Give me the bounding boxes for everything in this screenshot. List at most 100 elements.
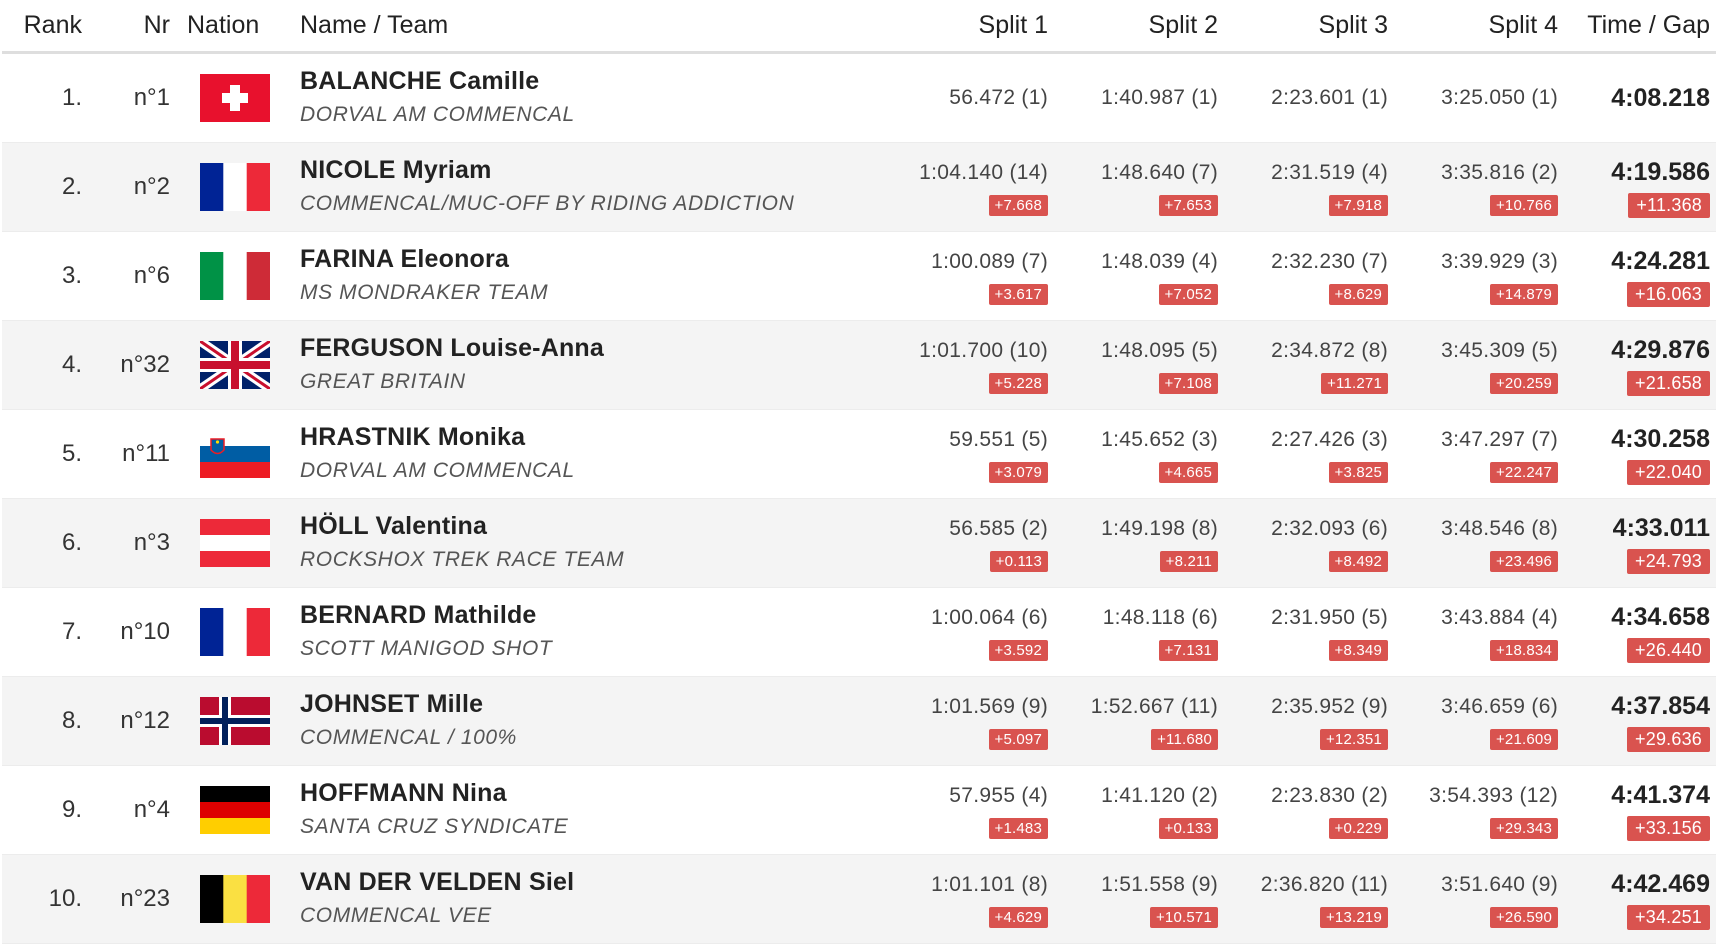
header-split2[interactable]: Split 2 — [1148, 11, 1218, 39]
table-row[interactable]: 4. n°32 FERGUSON Louise-Anna GREAT BRITAI… — [2, 321, 1716, 410]
team-name: ROCKSHOX TREK RACE TEAM — [300, 548, 625, 571]
table-body: 1. n°1 BALANCHE Camille DORVAL AM COMMENC… — [2, 54, 1716, 944]
split2-cell: 1:45.652 (3) +4.665 — [1048, 426, 1218, 483]
bib-number-cell: n°12 — [120, 707, 170, 734]
final-time: 4:19.586 — [1611, 157, 1710, 186]
split3-cell: 2:34.872 (8) +11.271 — [1218, 337, 1388, 394]
split-time: 1:01.569 (9) — [931, 694, 1048, 718]
final-gap-badge: +29.636 — [1627, 726, 1710, 752]
name-team-cell: HRASTNIK Monika DORVAL AM COMMENCAL — [300, 422, 878, 486]
split-gap-badge: +0.113 — [989, 550, 1048, 572]
split-time: 2:31.950 (5) — [1271, 605, 1388, 629]
header-rank[interactable]: Rank — [23, 11, 82, 39]
team-name: COMMENCAL VEE — [300, 904, 492, 927]
bib-number-cell: n°3 — [133, 529, 170, 556]
table-row[interactable]: 1. n°1 BALANCHE Camille DORVAL AM COMMENC… — [2, 54, 1716, 143]
split-time: 56.472 (1) — [949, 86, 1048, 109]
split2-cell: 1:41.120 (2) +0.133 — [1048, 782, 1218, 839]
header-split3[interactable]: Split 3 — [1318, 11, 1388, 39]
rider-name[interactable]: VAN DER VELDEN Siel — [300, 868, 575, 896]
name-team-cell: FERGUSON Louise-Anna GREAT BRITAIN — [300, 333, 878, 397]
rider-name[interactable]: BALANCHE Camille — [300, 67, 540, 95]
header-nr[interactable]: Nr — [143, 11, 170, 39]
split-gap-badge: +3.825 — [1328, 461, 1388, 483]
split-gap-badge: +21.609 — [1489, 728, 1558, 750]
split-time: 1:48.039 (4) — [1101, 249, 1218, 273]
split-time: 2:32.093 (6) — [1271, 516, 1388, 540]
france-flag-icon — [200, 163, 270, 211]
name-team-cell: BALANCHE Camille DORVAL AM COMMENCAL — [300, 66, 878, 130]
table-row[interactable]: 2. n°2 NICOLE Myriam COMMENCAL/MUC-OFF BY… — [2, 143, 1716, 232]
team-name: COMMENCAL / 100% — [300, 726, 517, 749]
header-nation[interactable]: Nation — [187, 11, 260, 39]
split-time: 3:45.309 (5) — [1441, 338, 1558, 362]
final-gap-badge: +24.793 — [1627, 548, 1710, 574]
time-gap-cell: 4:08.218 — [1558, 83, 1716, 113]
nation-cell — [170, 519, 300, 567]
split-time: 3:54.393 (12) — [1429, 783, 1558, 807]
split-gap-badge: +3.079 — [988, 461, 1048, 483]
name-team-cell: HÖLL Valentina ROCKSHOX TREK RACE TEAM — [300, 511, 878, 575]
table-row[interactable]: 6. n°3 HÖLL Valentina ROCKSHOX TREK RACE … — [2, 499, 1716, 588]
split-gap-badge: +5.097 — [988, 728, 1048, 750]
table-row[interactable]: 7. n°10 BERNARD Mathilde SCOTT MANIGOD SH… — [2, 588, 1716, 677]
split2-cell: 1:49.198 (8) +8.211 — [1048, 515, 1218, 572]
split-time: 1:00.064 (6) — [931, 605, 1048, 629]
split2-cell: 1:52.667 (11) +11.680 — [1048, 693, 1218, 750]
table-row[interactable]: 9. n°4 HOFFMANN Nina SANTA CRUZ SYNDICATE… — [2, 766, 1716, 855]
split-gap-badge: +7.108 — [1158, 372, 1218, 394]
rider-name[interactable]: FARINA Eleonora — [300, 245, 510, 273]
time-gap-cell: 4:42.469 +34.251 — [1558, 869, 1716, 930]
split-gap-badge: +0.229 — [1328, 817, 1388, 839]
split-time: 2:32.230 (7) — [1271, 249, 1388, 273]
norway-flag-icon — [200, 697, 270, 745]
split-time: 2:35.952 (9) — [1271, 694, 1388, 718]
split4-cell: 3:46.659 (6) +21.609 — [1388, 693, 1558, 750]
split-gap-badge: +22.247 — [1489, 461, 1558, 483]
split-time: 1:51.558 (9) — [1101, 872, 1218, 896]
team-name: DORVAL AM COMMENCAL — [300, 459, 575, 482]
austria-flag-icon — [200, 519, 270, 567]
split-gap-badge: +3.617 — [988, 283, 1048, 305]
header-time-gap[interactable]: Time / Gap — [1587, 11, 1710, 39]
table-row[interactable]: 8. n°12 JOHNSET Mille COMMENCAL / 100% 1:… — [2, 677, 1716, 766]
team-name: MS MONDRAKER TEAM — [300, 281, 549, 304]
nation-cell — [170, 341, 300, 389]
rider-name[interactable]: HRASTNIK Monika — [300, 423, 526, 451]
header-name-team[interactable]: Name / Team — [300, 11, 449, 39]
rider-name[interactable]: HOFFMANN Nina — [300, 779, 507, 807]
split4-cell: 3:48.546 (8) +23.496 — [1388, 515, 1558, 572]
split-time: 3:39.929 (3) — [1441, 249, 1558, 273]
split-time: 2:31.519 (4) — [1271, 160, 1388, 184]
split-gap-badge: +26.590 — [1489, 906, 1558, 928]
time-gap-cell: 4:29.876 +21.658 — [1558, 335, 1716, 396]
rider-name[interactable]: HÖLL Valentina — [300, 512, 488, 540]
split1-cell: 56.472 (1) — [878, 84, 1048, 112]
table-row[interactable]: 5. n°11 HRASTNIK Monika DORVAL AM COMMENC… — [2, 410, 1716, 499]
rider-name[interactable]: FERGUSON Louise-Anna — [300, 334, 605, 362]
rider-name[interactable]: NICOLE Myriam — [300, 156, 492, 184]
split-gap-badge: +0.133 — [1158, 817, 1218, 839]
split3-cell: 2:32.230 (7) +8.629 — [1218, 248, 1388, 305]
split-gap-badge: +8.211 — [1159, 550, 1218, 572]
name-team-cell: JOHNSET Mille COMMENCAL / 100% — [300, 689, 878, 753]
header-split4[interactable]: Split 4 — [1488, 11, 1558, 39]
split4-cell: 3:45.309 (5) +20.259 — [1388, 337, 1558, 394]
time-gap-cell: 4:34.658 +26.440 — [1558, 602, 1716, 663]
split-gap-badge: +10.571 — [1149, 906, 1218, 928]
header-split1[interactable]: Split 1 — [978, 11, 1048, 39]
final-time: 4:08.218 — [1611, 84, 1710, 112]
split1-cell: 1:01.700 (10) +5.228 — [878, 337, 1048, 394]
time-gap-cell: 4:19.586 +11.368 — [1558, 157, 1716, 218]
rider-name[interactable]: BERNARD Mathilde — [300, 601, 537, 629]
table-row[interactable]: 10. n°23 VAN DER VELDEN Siel COMMENCAL VE… — [2, 855, 1716, 944]
rider-name[interactable]: JOHNSET Mille — [300, 690, 484, 718]
split4-cell: 3:25.050 (1) — [1388, 84, 1558, 112]
split2-cell: 1:48.095 (5) +7.108 — [1048, 337, 1218, 394]
split-gap-badge: +13.219 — [1319, 906, 1388, 928]
table-row[interactable]: 3. n°6 FARINA Eleonora MS MONDRAKER TEAM … — [2, 232, 1716, 321]
split-time: 57.955 (4) — [949, 783, 1048, 807]
final-gap-badge: +33.156 — [1627, 815, 1710, 841]
split-time: 1:01.101 (8) — [931, 872, 1048, 896]
